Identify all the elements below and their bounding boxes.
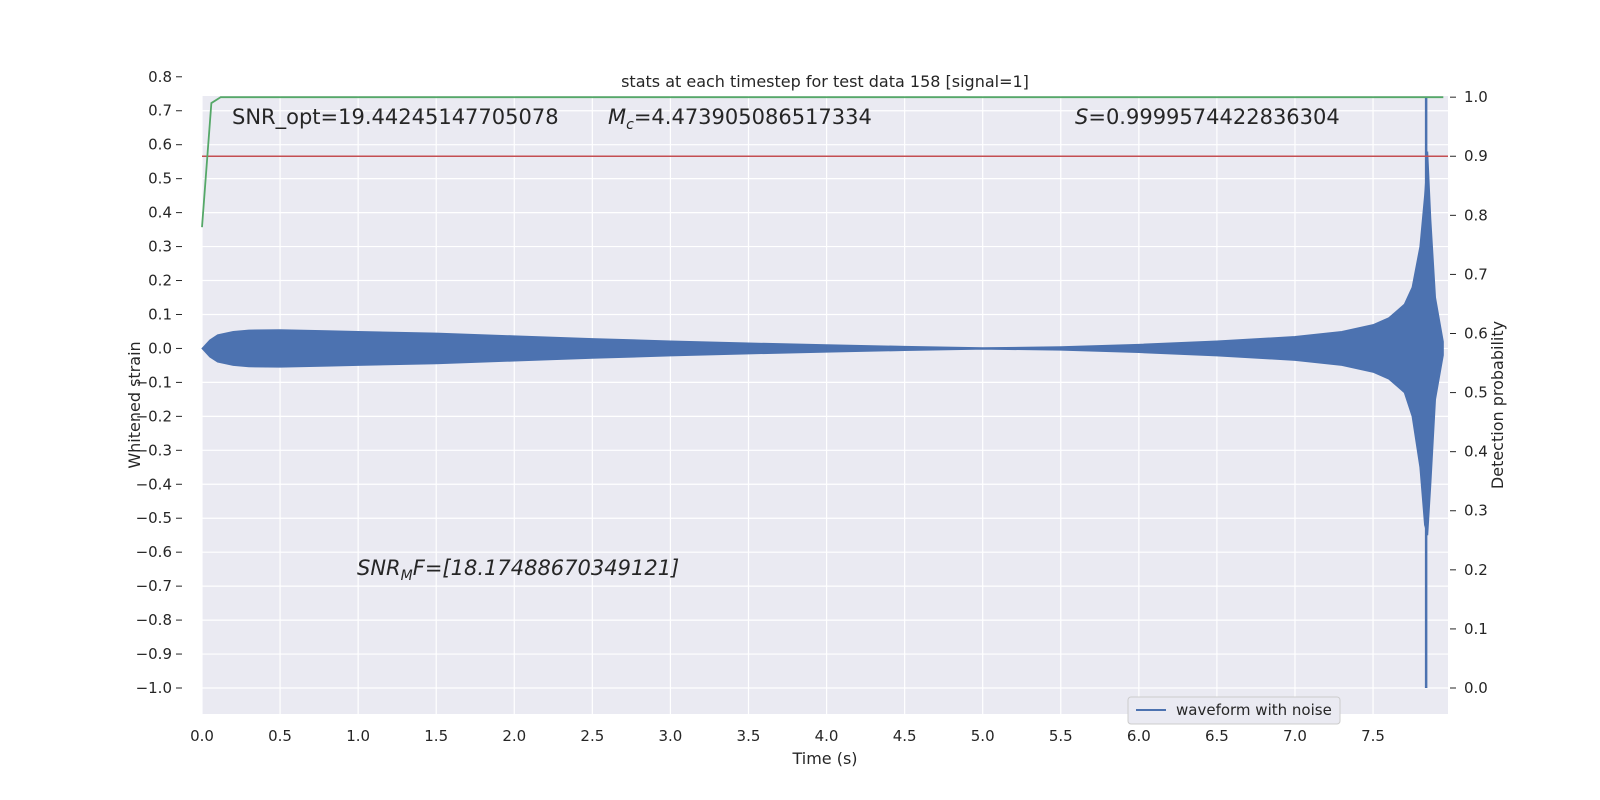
y-right-tick-label-6: 0.6 — [1464, 324, 1488, 342]
x-tick-label-13: 6.5 — [1205, 727, 1229, 745]
y-left-tick-label-1: −0.9 — [136, 645, 172, 663]
y-right-tick-label-7: 0.7 — [1464, 265, 1488, 283]
x-tick-label-8: 4.0 — [815, 727, 839, 745]
y-left-tick-label-13: 0.3 — [148, 238, 172, 256]
x-tick-label-6: 3.0 — [658, 727, 682, 745]
y-left-tick-label-8: −0.2 — [136, 407, 172, 425]
y-right-tick-label-3: 0.3 — [1464, 502, 1488, 520]
x-tick-label-14: 7.0 — [1283, 727, 1307, 745]
y-left-tick-label-18: 0.8 — [148, 68, 172, 86]
y-right-tick-label-2: 0.2 — [1464, 561, 1488, 579]
x-axis-label: Time (s) — [791, 749, 857, 768]
x-tick-label-12: 6.0 — [1127, 727, 1151, 745]
y-left-tick-label-9: −0.1 — [136, 373, 172, 391]
x-tick-label-10: 5.0 — [971, 727, 995, 745]
annotation-chirp-mass: Mc=4.473905086517334 — [608, 105, 872, 133]
detection-probability-line — [201, 96, 1444, 228]
x-tick-label-5: 2.5 — [580, 727, 604, 745]
waveform-envelope — [201, 151, 1444, 536]
annotation-s: S=0.9999574422836304 — [1075, 105, 1340, 129]
y-left-tick-label-12: 0.2 — [148, 272, 172, 290]
legend-box — [1127, 696, 1341, 725]
annotation-snr-opt: SNR_opt=19.44245147705078 — [232, 105, 559, 130]
grid-lines — [201, 76, 1448, 714]
legend-label-waveform: waveform with noise — [1176, 701, 1332, 719]
y-left-axis-ticks: −1.0 −0.9 −0.8 −0.7 −0.6 −0.5 −0.4 −0.3 −0.2 −0.1… — [136, 68, 182, 697]
y-left-tick-label-15: 0.5 — [148, 170, 172, 188]
y-left-tick-label-17: 0.7 — [148, 102, 172, 120]
chart-title: stats at each timestep for test data 158… — [621, 72, 1029, 91]
x-tick-label-2: 1.0 — [346, 727, 370, 745]
annotation-snr-mf: SNRMF=[18.17488670349121] — [357, 556, 679, 584]
x-tick-label-7: 3.5 — [737, 727, 761, 745]
y-left-tick-label-16: 0.6 — [148, 136, 172, 154]
y-right-axis-label: Detection probability — [1488, 321, 1507, 489]
x-tick-label-1: 0.5 — [268, 727, 292, 745]
y-left-tick-label-10: 0.0 — [148, 339, 172, 357]
y-left-tick-label-11: 0.1 — [148, 305, 172, 323]
y-right-tick-label-0: 0.0 — [1464, 679, 1488, 697]
y-left-tick-label-7: −0.3 — [136, 441, 172, 459]
x-axis-ticks: 0.0 0.5 1.0 1.5 2.0 2.5 3.0 3.5 4.0 4.5 5.0 5.5 6.0 6… — [190, 727, 1385, 745]
x-tick-label-4: 2.0 — [502, 727, 526, 745]
y-right-tick-label-4: 0.4 — [1464, 443, 1488, 461]
y-right-axis-ticks: 0.0 0.1 0.2 0.3 0.4 0.5 0.6 0.7 0.8 0.9 1.0 — [1450, 88, 1488, 697]
x-tick-label-0: 0.0 — [190, 727, 214, 745]
x-tick-label-3: 1.5 — [424, 727, 448, 745]
y-left-tick-label-5: −0.5 — [136, 509, 172, 527]
x-tick-label-11: 5.5 — [1049, 727, 1073, 745]
y-left-tick-label-3: −0.7 — [136, 577, 172, 595]
y-right-tick-label-10: 1.0 — [1464, 88, 1488, 106]
y-right-tick-label-9: 0.9 — [1464, 147, 1488, 165]
y-left-tick-label-4: −0.6 — [136, 543, 172, 561]
y-left-tick-label-2: −0.8 — [136, 611, 172, 629]
y-right-tick-label-1: 0.1 — [1464, 620, 1488, 638]
y-left-tick-label-0: −1.0 — [136, 679, 172, 697]
x-tick-label-9: 4.5 — [893, 727, 917, 745]
y-right-tick-label-8: 0.8 — [1464, 206, 1488, 224]
y-left-tick-label-6: −0.4 — [136, 475, 172, 493]
y-right-tick-label-5: 0.5 — [1464, 384, 1488, 402]
y-left-axis-label: Whitened strain — [125, 341, 144, 468]
legend: waveform with noise — [1127, 696, 1341, 725]
x-tick-label-15: 7.5 — [1361, 727, 1385, 745]
y-left-tick-label-14: 0.4 — [148, 204, 172, 222]
plot-area — [202, 96, 1448, 714]
data-marks — [201, 96, 1448, 688]
